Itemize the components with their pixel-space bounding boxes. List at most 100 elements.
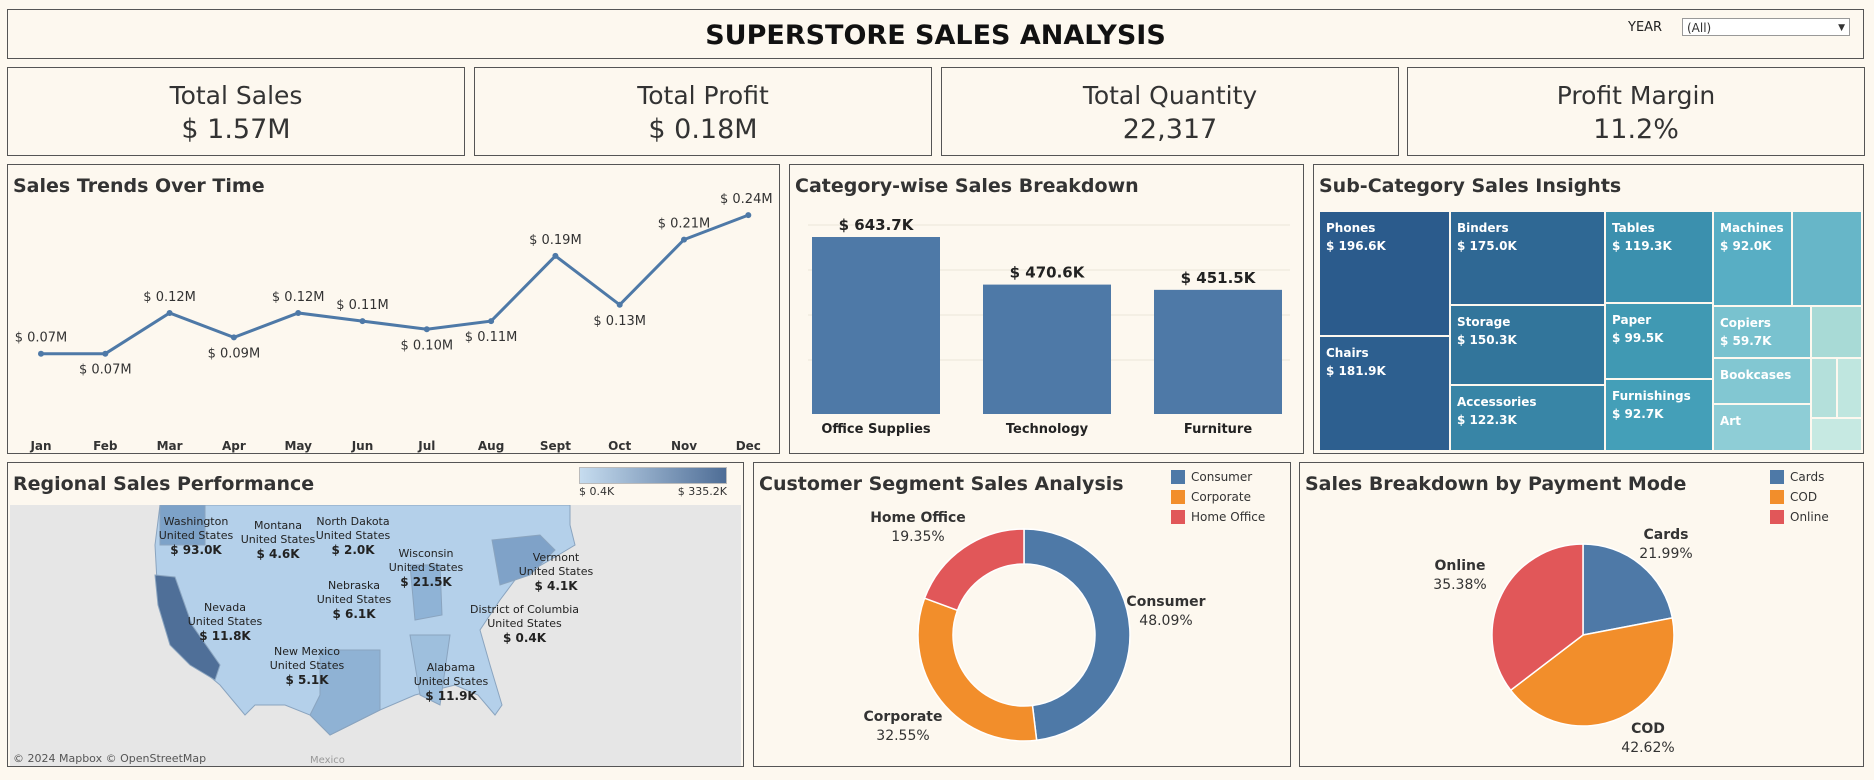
- tile-value: $ 175.0K: [1457, 239, 1517, 253]
- slice-percent-label: 21.99%: [1639, 546, 1692, 562]
- x-axis-tick-label: Jan: [29, 439, 51, 453]
- tile-name: Bookcases: [1720, 368, 1792, 382]
- map-label-vermont: Vermont United States $ 4.1K: [518, 551, 594, 593]
- category-bar-chart[interactable]: $ 643.7K Office Supplies $ 470.6K Technolog…: [790, 165, 1303, 453]
- treemap-tile-copiers[interactable]: Copiers $ 59.7K: [1713, 306, 1811, 358]
- pie-slice: [1023, 528, 1131, 742]
- treemap-tile-binders[interactable]: Binders $ 175.0K: [1450, 211, 1605, 305]
- trend-data-label: $ 0.11M: [465, 330, 518, 345]
- treemap-tile-storage[interactable]: Storage $ 150.3K: [1450, 305, 1605, 385]
- sales-trend-chart[interactable]: $ 0.07M Jan $ 0.07M Feb $ 0.12M Mar $ 0.09M Apr…: [8, 165, 779, 453]
- regional-sales-panel: Regional Sales Performance $ 0.4K $ 335.…: [7, 462, 744, 767]
- kpi-value: $ 0.18M: [648, 114, 758, 145]
- map-label-new-mexico: New Mexico United States $ 5.1K: [269, 645, 345, 687]
- treemap-tile-accessories[interactable]: Accessories $ 122.3K: [1450, 385, 1605, 451]
- treemap-tile-art[interactable]: Art: [1713, 404, 1811, 451]
- legend-item-consumer[interactable]: Consumer: [1171, 467, 1265, 487]
- kpi-total-sales: Total Sales $ 1.57M: [7, 67, 465, 156]
- x-axis-tick-label: Jun: [351, 439, 374, 453]
- chevron-down-icon: ▼: [1838, 23, 1845, 33]
- tile-name: Paper: [1612, 313, 1652, 327]
- slice-name-label: COD: [1631, 721, 1665, 737]
- x-axis-tick-label: Technology: [1006, 422, 1089, 437]
- trend-data-label: $ 0.19M: [529, 233, 582, 248]
- treemap-tile-other-5[interactable]: [1811, 418, 1862, 451]
- tile-name: Accessories: [1457, 395, 1537, 409]
- x-axis-tick-label: Aug: [478, 439, 504, 453]
- category-bar: [983, 284, 1111, 414]
- year-filter-dropdown[interactable]: (All) ▼: [1682, 18, 1850, 36]
- segment-donut-chart[interactable]: Consumer 48.09% Corporate 32.55% Home Office…: [754, 463, 1290, 766]
- legend-min: $ 0.4K: [579, 485, 615, 498]
- x-axis-tick-label: Oct: [608, 439, 631, 453]
- pie-slice: [917, 597, 1038, 742]
- trend-data-label: $ 0.13M: [593, 314, 646, 329]
- treemap-tile-other-3[interactable]: [1811, 358, 1837, 418]
- kpi-total-quantity: Total Quantity 22,317: [941, 67, 1399, 156]
- map-attribution[interactable]: © 2024 Mapbox © OpenStreetMap: [13, 752, 207, 765]
- treemap-tile-phones[interactable]: Phones $ 196.6K: [1319, 211, 1450, 336]
- tile-value: $ 119.3K: [1612, 239, 1672, 253]
- slice-percent-label: 19.35%: [891, 529, 944, 545]
- map-label-nebraska: Nebraska United States $ 6.1K: [316, 579, 392, 621]
- legend-item-home-office[interactable]: Home Office: [1171, 507, 1265, 527]
- subcategory-treemap: Phones $ 196.6K Chairs $ 181.9K Binders $ 1…: [1319, 211, 1862, 451]
- trend-point: [295, 309, 302, 316]
- legend-item-corporate[interactable]: Corporate: [1171, 487, 1265, 507]
- tile-name: Machines: [1720, 221, 1784, 235]
- kpi-label: Total Sales: [169, 81, 303, 110]
- trend-data-label: $ 0.12M: [272, 290, 325, 305]
- tile-name: Furnishings: [1612, 389, 1691, 403]
- category-bar: [812, 237, 940, 414]
- bar-value-label: $ 470.6K: [1010, 264, 1086, 282]
- trend-point: [681, 236, 687, 243]
- tile-value: $ 92.0K: [1720, 239, 1772, 253]
- payment-mode-panel: Sales Breakdown by Payment Mode Cards CO…: [1299, 462, 1864, 767]
- subcategory-panel: Sub-Category Sales Insights Phones $ 196.…: [1313, 164, 1864, 454]
- kpi-label: Profit Margin: [1556, 81, 1716, 110]
- treemap-tile-other-2[interactable]: [1811, 306, 1862, 358]
- trend-point: [488, 318, 495, 325]
- trend-point: [423, 326, 430, 333]
- treemap-tile-paper[interactable]: Paper $ 99.5K: [1605, 303, 1713, 379]
- kpi-value: 11.2%: [1593, 114, 1679, 145]
- kpi-total-profit: Total Profit $ 0.18M: [474, 67, 932, 156]
- legend-item-cards[interactable]: Cards: [1770, 467, 1829, 487]
- treemap-tile-other-4[interactable]: [1837, 358, 1862, 418]
- tile-value: $ 122.3K: [1457, 413, 1517, 427]
- kpi-label: Total Profit: [637, 81, 769, 110]
- treemap-tile-machines[interactable]: Machines $ 92.0K: [1713, 211, 1792, 306]
- trend-line: [41, 213, 749, 356]
- tile-value: $ 150.3K: [1457, 333, 1517, 347]
- tile-name: Art: [1720, 414, 1741, 428]
- category-sales-panel: Category-wise Sales Breakdown $ 643.7K Of…: [789, 164, 1304, 454]
- map-label-washington: Washington United States $ 93.0K: [158, 515, 234, 557]
- treemap-tile-furnishings[interactable]: Furnishings $ 92.7K: [1605, 379, 1713, 451]
- treemap-tile-other-1[interactable]: [1792, 211, 1862, 306]
- tile-value: $ 59.7K: [1720, 334, 1772, 348]
- tile-value: $ 92.7K: [1612, 407, 1664, 421]
- legend-label: Online: [1790, 510, 1829, 524]
- x-axis-tick-label: Office Supplies: [821, 422, 931, 437]
- x-axis-tick-label: May: [284, 439, 312, 453]
- legend-item-cod[interactable]: COD: [1770, 487, 1829, 507]
- trend-point: [745, 212, 752, 219]
- mexico-label: Mexico: [310, 755, 345, 766]
- pie-slice: [1491, 543, 1584, 692]
- treemap-tile-bookcases[interactable]: Bookcases: [1713, 358, 1811, 404]
- map-label-nevada: Nevada United States $ 11.8K: [187, 601, 263, 643]
- treemap-tile-tables[interactable]: Tables $ 119.3K: [1605, 211, 1713, 303]
- legend-item-online[interactable]: Online: [1770, 507, 1829, 527]
- tile-name: Chairs: [1326, 346, 1369, 360]
- slice-percent-label: 32.55%: [876, 728, 929, 744]
- treemap-tile-chairs[interactable]: Chairs $ 181.9K: [1319, 336, 1450, 451]
- dashboard-title: SUPERSTORE SALES ANALYSIS: [705, 20, 1166, 51]
- panel-title: Customer Segment Sales Analysis: [759, 473, 1124, 495]
- slice-name-label: Consumer: [1126, 594, 1205, 610]
- segment-legend: Consumer Corporate Home Office: [1171, 467, 1265, 527]
- sales-trend-panel: Sales Trends Over Time $ 0.07M Jan $ 0.07M…: [7, 164, 780, 454]
- us-map[interactable]: Mexico: [10, 505, 741, 766]
- trend-point: [166, 309, 173, 316]
- legend-swatch: [1770, 470, 1784, 484]
- payment-pie-chart[interactable]: Cards 21.99% COD 42.62% Online 35.38%: [1300, 463, 1863, 766]
